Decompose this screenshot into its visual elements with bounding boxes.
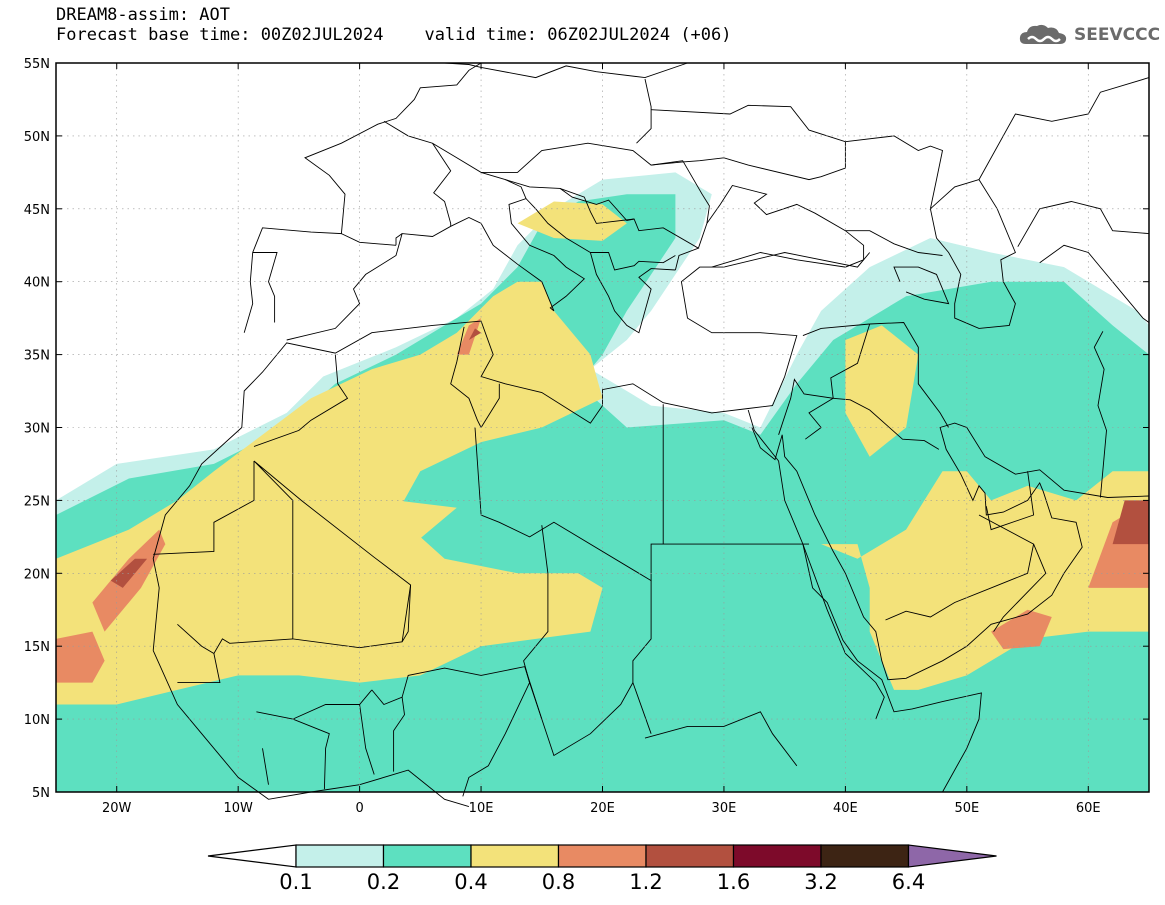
colorbar-level-label: 1.6: [716, 870, 751, 894]
forecast-times: Forecast base time: 00Z02JUL2024 valid t…: [56, 25, 732, 45]
lat-tick-label: 50N: [24, 130, 50, 145]
colorbar-swatch: [645, 844, 735, 868]
lat-tick-label: 45N: [24, 203, 50, 218]
colorbar-high-extension: [907, 844, 997, 868]
colorbar: [207, 844, 997, 868]
colorbar-swatch: [382, 844, 472, 868]
lat-tick-label: 55N: [24, 57, 50, 72]
lon-tick-label: 10E: [469, 801, 494, 816]
colorbar-level-label: 0.2: [366, 870, 401, 894]
lat-tick-label: 30N: [24, 422, 50, 437]
colorbar-swatch: [557, 844, 647, 868]
country-borders: [152, 62, 1150, 808]
colorbar-swatch: [732, 844, 822, 868]
colorbar-low-extension: [207, 844, 297, 868]
lat-tick-label: 5N: [32, 786, 50, 801]
seevccc-logo: SEEVCCC: [1018, 22, 1160, 48]
lat-tick-label: 15N: [24, 640, 50, 655]
lon-tick-label: 40E: [833, 801, 858, 816]
lon-tick-label: 60E: [1076, 801, 1101, 816]
lat-tick-label: 20N: [24, 567, 50, 582]
colorbar-level-label: 3.2: [804, 870, 838, 894]
colorbar-swatch: [820, 844, 910, 868]
colorbar-level-label: 1.2: [629, 870, 663, 894]
lon-tick-label: 0: [355, 801, 363, 816]
lon-tick-label: 10W: [223, 801, 253, 816]
lat-lon-grid: [56, 63, 1149, 792]
lat-tick-label: 35N: [24, 349, 50, 364]
lon-tick-label: 50E: [954, 801, 979, 816]
lat-tick-label: 10N: [24, 713, 50, 728]
lon-tick-label: 20E: [590, 801, 615, 816]
axis-ticks: 55N 50N 45N 40N 35N 30N 25N 20N 15N 10N 5N 20W 10W 0 1…: [24, 57, 1149, 816]
colorbar-swatch: [470, 844, 560, 868]
map-title: DREAM8-assim: AOT: [56, 5, 230, 25]
lon-tick-label: 20W: [102, 801, 132, 816]
colorbar-swatch: [295, 844, 385, 868]
lat-tick-label: 40N: [24, 276, 50, 291]
cloud-icon: [1019, 24, 1067, 44]
lon-tick-label: 30E: [712, 801, 737, 816]
colorbar-level-label: 6.4: [891, 870, 926, 894]
logo-text: SEEVCCC: [1074, 25, 1161, 45]
colorbar-level-label: 0.4: [454, 870, 488, 894]
colorbar-level-label: 0.8: [541, 870, 576, 894]
lat-tick-label: 25N: [24, 494, 50, 509]
colorbar-level-label: 0.1: [279, 870, 313, 894]
